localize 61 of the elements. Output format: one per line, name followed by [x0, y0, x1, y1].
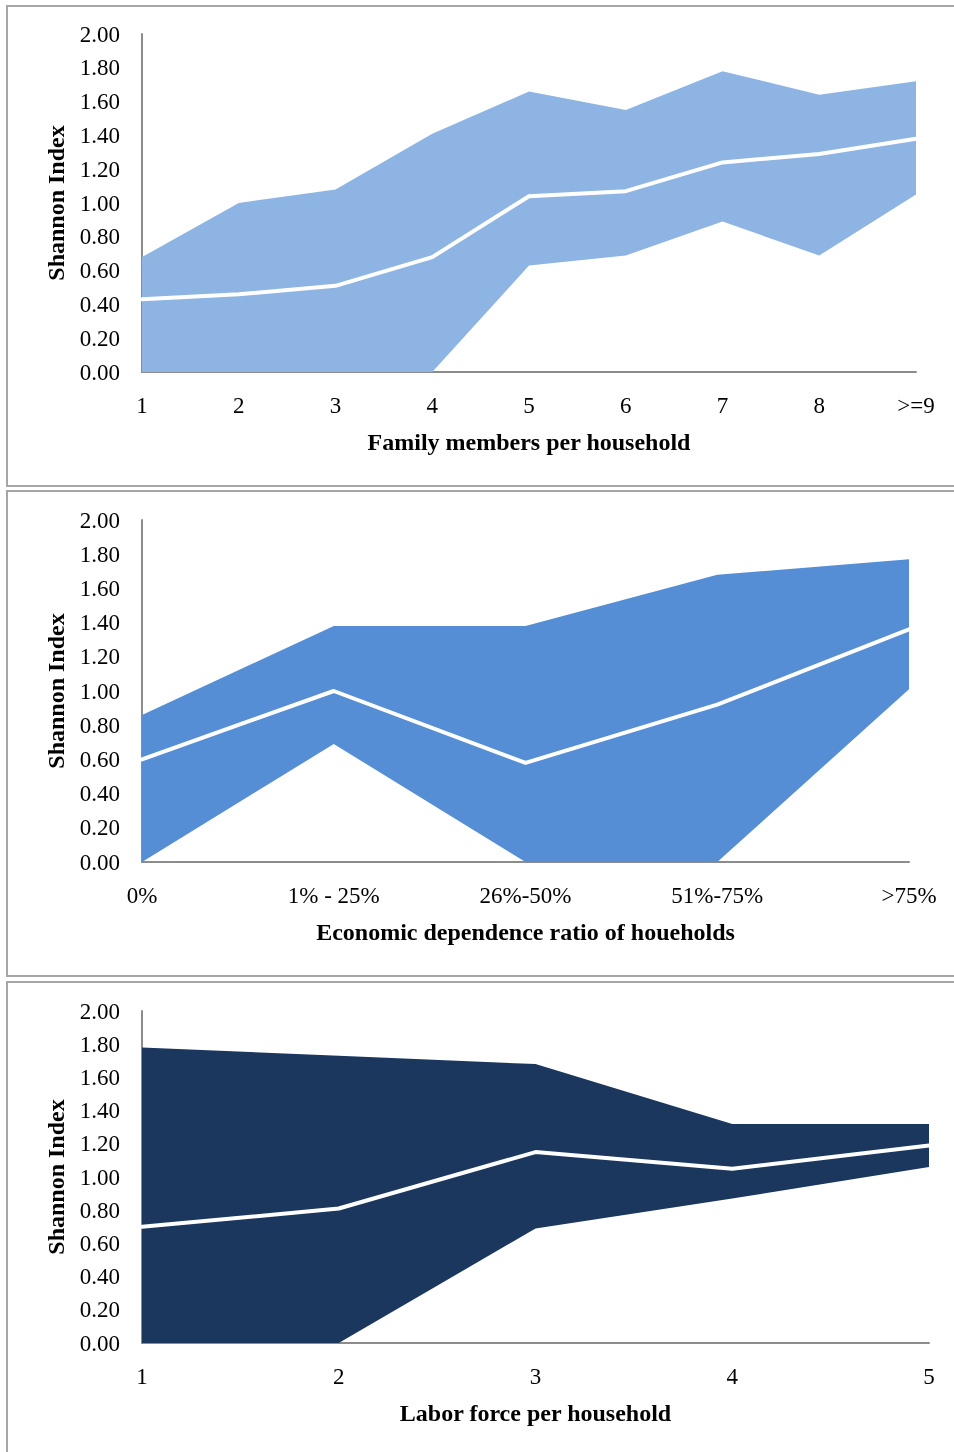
- y-tick-label: 1.60: [79, 575, 120, 601]
- y-tick-label: 1.80: [79, 1031, 120, 1057]
- y-tick-label: 0.20: [79, 325, 120, 351]
- y-tick-label: 2.00: [79, 507, 120, 533]
- x-tick-label: 6: [620, 393, 632, 418]
- y-tick-label: 0.80: [79, 1197, 120, 1223]
- x-tick-label: 2: [333, 1364, 345, 1389]
- x-tick-label: 4: [426, 393, 439, 418]
- y-axis-title: Shannon Index: [43, 613, 69, 769]
- y-tick-label: 1.80: [79, 55, 120, 81]
- y-tick-label: 1.00: [79, 678, 120, 704]
- y-tick-label: 0.60: [79, 1230, 120, 1256]
- y-tick-label: 1.20: [79, 1131, 120, 1157]
- x-tick-label: 1% - 25%: [287, 883, 380, 908]
- y-tick-label: 1.40: [79, 122, 120, 148]
- y-tick-label: 1.40: [79, 1098, 120, 1124]
- y-tick-label: 1.60: [79, 89, 120, 115]
- x-tick-label: 1: [136, 1364, 148, 1389]
- y-tick-label: 0.40: [79, 291, 120, 317]
- x-axis-title: Labor force per household: [399, 1400, 672, 1426]
- x-tick-label: 26%-50%: [479, 883, 572, 908]
- y-tick-label: 0.40: [79, 781, 120, 807]
- line-series: [140, 136, 918, 302]
- y-tick-label: 0.60: [79, 746, 120, 772]
- x-tick-label: 5: [923, 1364, 935, 1389]
- x-axis-title: Family members per household: [367, 429, 692, 455]
- y-tick-label: 0.20: [79, 815, 120, 841]
- y-tick-label: 0.00: [79, 359, 120, 385]
- y-tick-label: 2.00: [79, 998, 120, 1024]
- line-series: [140, 1143, 931, 1229]
- y-tick-label: 0.60: [79, 258, 120, 284]
- x-axis-title: Economic dependence ratio of houeholds: [316, 919, 735, 945]
- y-tick-label: 0.80: [79, 224, 120, 250]
- y-axis-title: Shannon Index: [43, 125, 69, 281]
- y-tick-label: 1.80: [79, 541, 120, 567]
- x-tick-label: 1: [136, 393, 148, 418]
- y-tick-label: 1.20: [79, 156, 120, 182]
- y-tick-label: 0.00: [79, 1330, 120, 1356]
- x-tick-label: 51%-75%: [671, 883, 764, 908]
- x-tick-label: 5: [523, 393, 535, 418]
- x-tick-label: 7: [716, 393, 729, 418]
- y-tick-label: 0.80: [79, 712, 120, 738]
- x-tick-label: >=9: [897, 393, 935, 418]
- y-tick-label: 0.20: [79, 1297, 120, 1323]
- line-series: [140, 627, 911, 765]
- x-tick-label: 0%: [126, 883, 158, 908]
- y-tick-label: 1.20: [79, 644, 120, 670]
- y-tick-label: 1.40: [79, 610, 120, 636]
- y-tick-label: 0.40: [79, 1264, 120, 1290]
- y-tick-label: 1.00: [79, 1164, 120, 1190]
- x-tick-label: 2: [233, 393, 245, 418]
- x-tick-label: 4: [726, 1364, 739, 1389]
- y-tick-label: 1.00: [79, 190, 120, 216]
- x-tick-label: 3: [529, 1364, 542, 1389]
- x-tick-label: 3: [329, 393, 342, 418]
- y-axis-title: Shannon Index: [43, 1099, 69, 1255]
- x-tick-label: >75%: [881, 883, 937, 908]
- y-tick-label: 2.00: [79, 21, 120, 47]
- y-tick-label: 0.00: [79, 849, 120, 875]
- x-tick-label: 8: [813, 393, 825, 418]
- y-tick-label: 1.60: [79, 1064, 120, 1090]
